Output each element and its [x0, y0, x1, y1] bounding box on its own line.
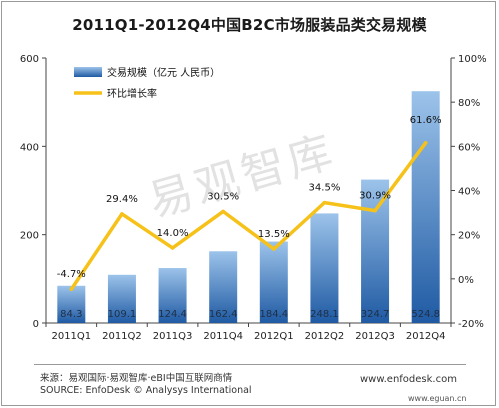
bar-value-label: 84.3 — [60, 309, 82, 320]
bar — [310, 213, 339, 323]
y-left-tick-label: 200 — [20, 231, 39, 242]
growth-point — [373, 208, 377, 213]
y-left-tick-label: 600 — [20, 54, 39, 65]
legend-bar-swatch — [74, 67, 102, 77]
x-tick-label: 2012Q1 — [254, 331, 294, 342]
website-small: www.eguan.cn — [408, 394, 467, 403]
y-left-tick-label: 0 — [33, 319, 39, 330]
growth-value-label: 30.9% — [359, 191, 391, 202]
growth-point — [423, 141, 428, 145]
source-cn: 来源：易观国际·易观智库·eBI中国互联网商情 — [40, 373, 233, 384]
y-right-tick-label: 20% — [458, 231, 480, 242]
growth-value-label: 13.5% — [258, 229, 290, 240]
bar — [158, 268, 187, 323]
growth-value-label: 30.5% — [207, 191, 239, 202]
bar-value-label: 248.1 — [310, 309, 339, 320]
growth-value-label: 61.6% — [410, 115, 442, 126]
bar — [57, 285, 86, 323]
growth-value-label: 29.4% — [106, 194, 138, 205]
growth-point — [221, 209, 225, 214]
y-right-tick-label: 100% — [458, 54, 487, 65]
y-right-tick-label: 40% — [458, 187, 480, 198]
bar — [361, 179, 390, 323]
bar-value-label: 162.4 — [209, 309, 238, 320]
x-tick-label: 2011Q4 — [203, 331, 243, 342]
bar-value-label: 109.1 — [108, 309, 137, 320]
growth-value-label: 14.0% — [157, 228, 189, 239]
bar — [411, 91, 440, 323]
bar-value-label: 124.4 — [158, 309, 187, 320]
x-tick-label: 2011Q2 — [102, 331, 142, 342]
footer-divider — [34, 364, 466, 365]
y-left-tick-label: 400 — [20, 142, 39, 153]
y-right-tick-label: 0% — [458, 275, 474, 286]
chart-title: 2011Q1-2012Q4中国B2C市场服装品类交易规模 — [72, 16, 427, 34]
legend-bar-label: 交易规模（亿元 人民币） — [107, 66, 220, 79]
growth-value-label: -4.7% — [57, 269, 86, 280]
bar-value-label: 324.7 — [361, 309, 390, 320]
growth-point — [69, 287, 74, 292]
growth-value-label: 34.5% — [309, 183, 341, 194]
growth-point — [322, 200, 327, 205]
legend: 交易规模（亿元 人民币） 环比增长率 — [74, 66, 220, 100]
legend-line-label: 环比增长率 — [107, 87, 157, 100]
x-tick-label: 2012Q2 — [305, 331, 345, 342]
growth-point — [120, 212, 124, 216]
x-tick-label: 2011Q1 — [51, 331, 91, 342]
bar — [209, 251, 238, 323]
x-tick-label: 2011Q3 — [153, 331, 193, 342]
bar — [107, 274, 136, 323]
bar-value-label: 184.4 — [259, 309, 288, 320]
y-right-tick-label: -20% — [458, 319, 484, 330]
source-en: SOURCE: EnfoDesk © Analysys Internationa… — [40, 385, 252, 396]
growth-line — [69, 141, 428, 291]
x-tick-label: 2012Q4 — [406, 331, 446, 342]
website-link[interactable]: www.enfodesk.com — [360, 374, 457, 385]
bar — [259, 241, 288, 323]
growth-point — [272, 247, 276, 251]
growth-point — [170, 246, 175, 250]
y-right-tick-label: 80% — [458, 98, 480, 109]
y-right-tick-label: 60% — [458, 142, 480, 153]
bar-value-label: 524.8 — [411, 309, 440, 320]
x-tick-label: 2012Q3 — [355, 331, 395, 342]
